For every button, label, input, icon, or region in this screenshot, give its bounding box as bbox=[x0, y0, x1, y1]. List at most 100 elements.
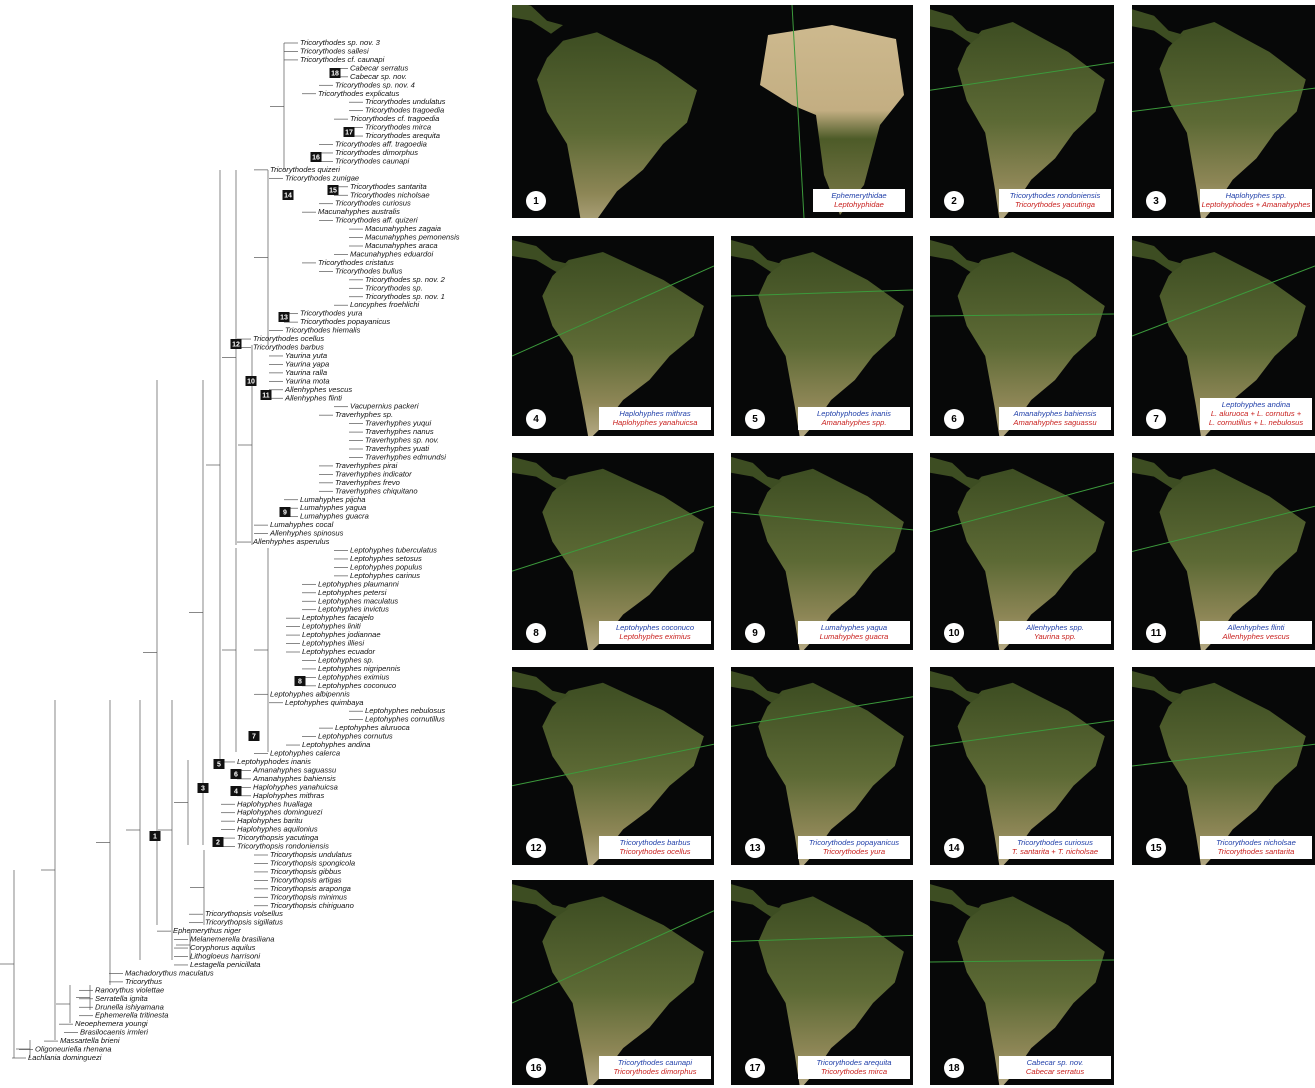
taxon-label: Lachlania dominguezi bbox=[28, 1053, 102, 1062]
panel-number: 16 bbox=[530, 1063, 542, 1074]
node-label: 9 bbox=[283, 509, 287, 516]
panel-number: 13 bbox=[749, 843, 761, 854]
map-panel: Allenhyphes spp.Yaurina spp. 10 bbox=[930, 453, 1114, 654]
legend-entry: Yaurina spp. bbox=[1034, 632, 1076, 641]
node-label: 5 bbox=[217, 761, 221, 768]
legend-entry: Tricorythodes santarita bbox=[1218, 847, 1295, 856]
legend-entry: Haplohyphes mithras bbox=[619, 409, 691, 418]
map-panel: Tricorythodes popayanicusTricorythodes y… bbox=[731, 667, 913, 869]
node-label: 12 bbox=[232, 341, 240, 348]
map-panel: Tricorythodes arequitaTricorythodes mirc… bbox=[731, 880, 913, 1088]
map-panel: Tricorythodes rondoniensisTricorythodes … bbox=[930, 5, 1114, 222]
panel-number: 6 bbox=[951, 414, 957, 425]
panel-number: 15 bbox=[1150, 843, 1162, 854]
taxon-label: Allenhyphes asperulus bbox=[252, 537, 330, 546]
legend-entry: Tricorythodes popayanicus bbox=[809, 838, 899, 847]
node-label: 17 bbox=[345, 129, 353, 136]
panel-number: 10 bbox=[948, 628, 960, 639]
node-label: 6 bbox=[234, 771, 238, 778]
panel-number: 9 bbox=[752, 628, 758, 639]
map-panel: Haplohyphes spp.Leptohyphodes + Amanahyp… bbox=[1132, 5, 1315, 222]
node-label: 11 bbox=[262, 392, 270, 399]
legend-entry: Tricorythodes dimorphus bbox=[613, 1067, 696, 1076]
legend-entry: Tricorythodes rondoniensis bbox=[1010, 191, 1101, 200]
node-label: 14 bbox=[284, 192, 292, 199]
node-label: 13 bbox=[280, 314, 288, 321]
legend-entry: Tricorythodes mirca bbox=[821, 1067, 887, 1076]
panel-number: 5 bbox=[752, 414, 758, 425]
map-panel: Cabecar sp. nov.Cabecar serratus 18 bbox=[930, 880, 1114, 1088]
map-panel: Leptohyphes andinaL. aluruoca + L. cornu… bbox=[1132, 236, 1315, 440]
legend-entry: Cabecar sp. nov. bbox=[1027, 1058, 1084, 1067]
taxon-label: Tricorythodes zunigae bbox=[285, 173, 359, 182]
legend-entry: Tricorythodes ocellus bbox=[619, 847, 690, 856]
node-label: 2 bbox=[216, 839, 220, 846]
legend-entry: Amanahyphes saguassu bbox=[1012, 418, 1097, 427]
map-panel: Allenhyphes flintiAllenhyphes vescus 11 bbox=[1132, 453, 1315, 654]
map-panel: Leptohyphes coconucoLeptohyphes eximius 8 bbox=[512, 453, 714, 654]
node-label: 4 bbox=[234, 788, 238, 795]
legend-entry: Tricorythodes yura bbox=[823, 847, 885, 856]
node-label: 3 bbox=[201, 785, 205, 792]
legend-entry: Amanahyphes spp. bbox=[820, 418, 886, 427]
legend-entry: Amanahyphes bahiensis bbox=[1013, 409, 1097, 418]
legend-entry: Leptohyphodes inanis bbox=[817, 409, 891, 418]
legend-entry: Haplohyphes spp. bbox=[1226, 191, 1287, 200]
panel-number: 12 bbox=[530, 843, 542, 854]
panel-number: 4 bbox=[533, 414, 539, 425]
map-panel: EphemerythidaeLeptohyphidae 1 bbox=[507, 0, 913, 234]
legend-entry: Lumahyphes guacra bbox=[820, 632, 889, 641]
panel-number: 11 bbox=[1151, 628, 1162, 639]
node-label: 7 bbox=[252, 733, 256, 740]
legend-entry: Tricorythodes nicholsae bbox=[1216, 838, 1296, 847]
legend-entry: Lumahyphes yagua bbox=[821, 623, 887, 632]
taxon-label: Leptohyphes quimbaya bbox=[285, 698, 364, 707]
map-panel: Tricorythodes barbusTricorythodes ocellu… bbox=[512, 667, 714, 869]
taxon-label: Tricorythodes caunapi bbox=[335, 156, 409, 165]
legend-entry: Haplohyphes yanahuicsa bbox=[613, 418, 698, 427]
legend-entry: Tricorythodes barbus bbox=[620, 838, 691, 847]
legend-entry: Tricorythodes caunapi bbox=[618, 1058, 692, 1067]
taxon-label: Allenhyphes flinti bbox=[284, 393, 342, 402]
legend-entry: Allenhyphes flinti bbox=[1227, 623, 1285, 632]
legend-entry: Allenhyphes vescus bbox=[1221, 632, 1289, 641]
panel-number: 1 bbox=[533, 196, 539, 207]
node-label: 8 bbox=[298, 678, 302, 685]
panel-number: 8 bbox=[533, 628, 539, 639]
legend-entry: T. santarita + T. nicholsae bbox=[1012, 847, 1098, 856]
panel-number: 17 bbox=[749, 1063, 761, 1074]
node-label: 16 bbox=[312, 154, 320, 161]
legend-entry: Leptohyphes andina bbox=[1222, 400, 1290, 409]
panel-number: 14 bbox=[948, 843, 960, 854]
node-label: 1 bbox=[153, 833, 157, 840]
panel-number: 18 bbox=[948, 1063, 960, 1074]
map-panel: Tricorythodes nicholsaeTricorythodes san… bbox=[1132, 667, 1315, 869]
legend-entry: Leptohyphidae bbox=[834, 200, 884, 209]
panel-number: 7 bbox=[1153, 414, 1159, 425]
legend-entry: Tricorythodes curiosus bbox=[1017, 838, 1093, 847]
legend-entry: Allenhyphes spp. bbox=[1025, 623, 1084, 632]
panel-number: 2 bbox=[951, 196, 957, 207]
map-panel: Lumahyphes yaguaLumahyphes guacra 9 bbox=[731, 453, 913, 654]
legend-entry: Leptohyphes eximius bbox=[619, 632, 691, 641]
node-label: 18 bbox=[331, 70, 339, 77]
legend-entry: Tricorythodes yacutinga bbox=[1015, 200, 1095, 209]
legend-entry: Cabecar serratus bbox=[1026, 1067, 1084, 1076]
legend-entry: L. aluruoca + L. cornutus + bbox=[1211, 409, 1302, 418]
legend-entry: Tricorythodes arequita bbox=[817, 1058, 892, 1067]
node-label: 10 bbox=[247, 378, 255, 385]
legend-entry: Leptohyphes coconuco bbox=[616, 623, 694, 632]
panel-number: 3 bbox=[1153, 196, 1159, 207]
map-panel: Tricorythodes caunapiTricorythodes dimor… bbox=[512, 880, 714, 1088]
legend-entry: Leptohyphodes + Amanahyphes bbox=[1202, 200, 1311, 209]
node-label: 15 bbox=[329, 187, 337, 194]
figure: Tricorythodes sp. nov. 3Tricorythodes sa… bbox=[0, 0, 1315, 1088]
legend-entry: L. cornutillus + L. nebulosus bbox=[1209, 418, 1304, 427]
legend-entry: Ephemerythidae bbox=[831, 191, 886, 200]
